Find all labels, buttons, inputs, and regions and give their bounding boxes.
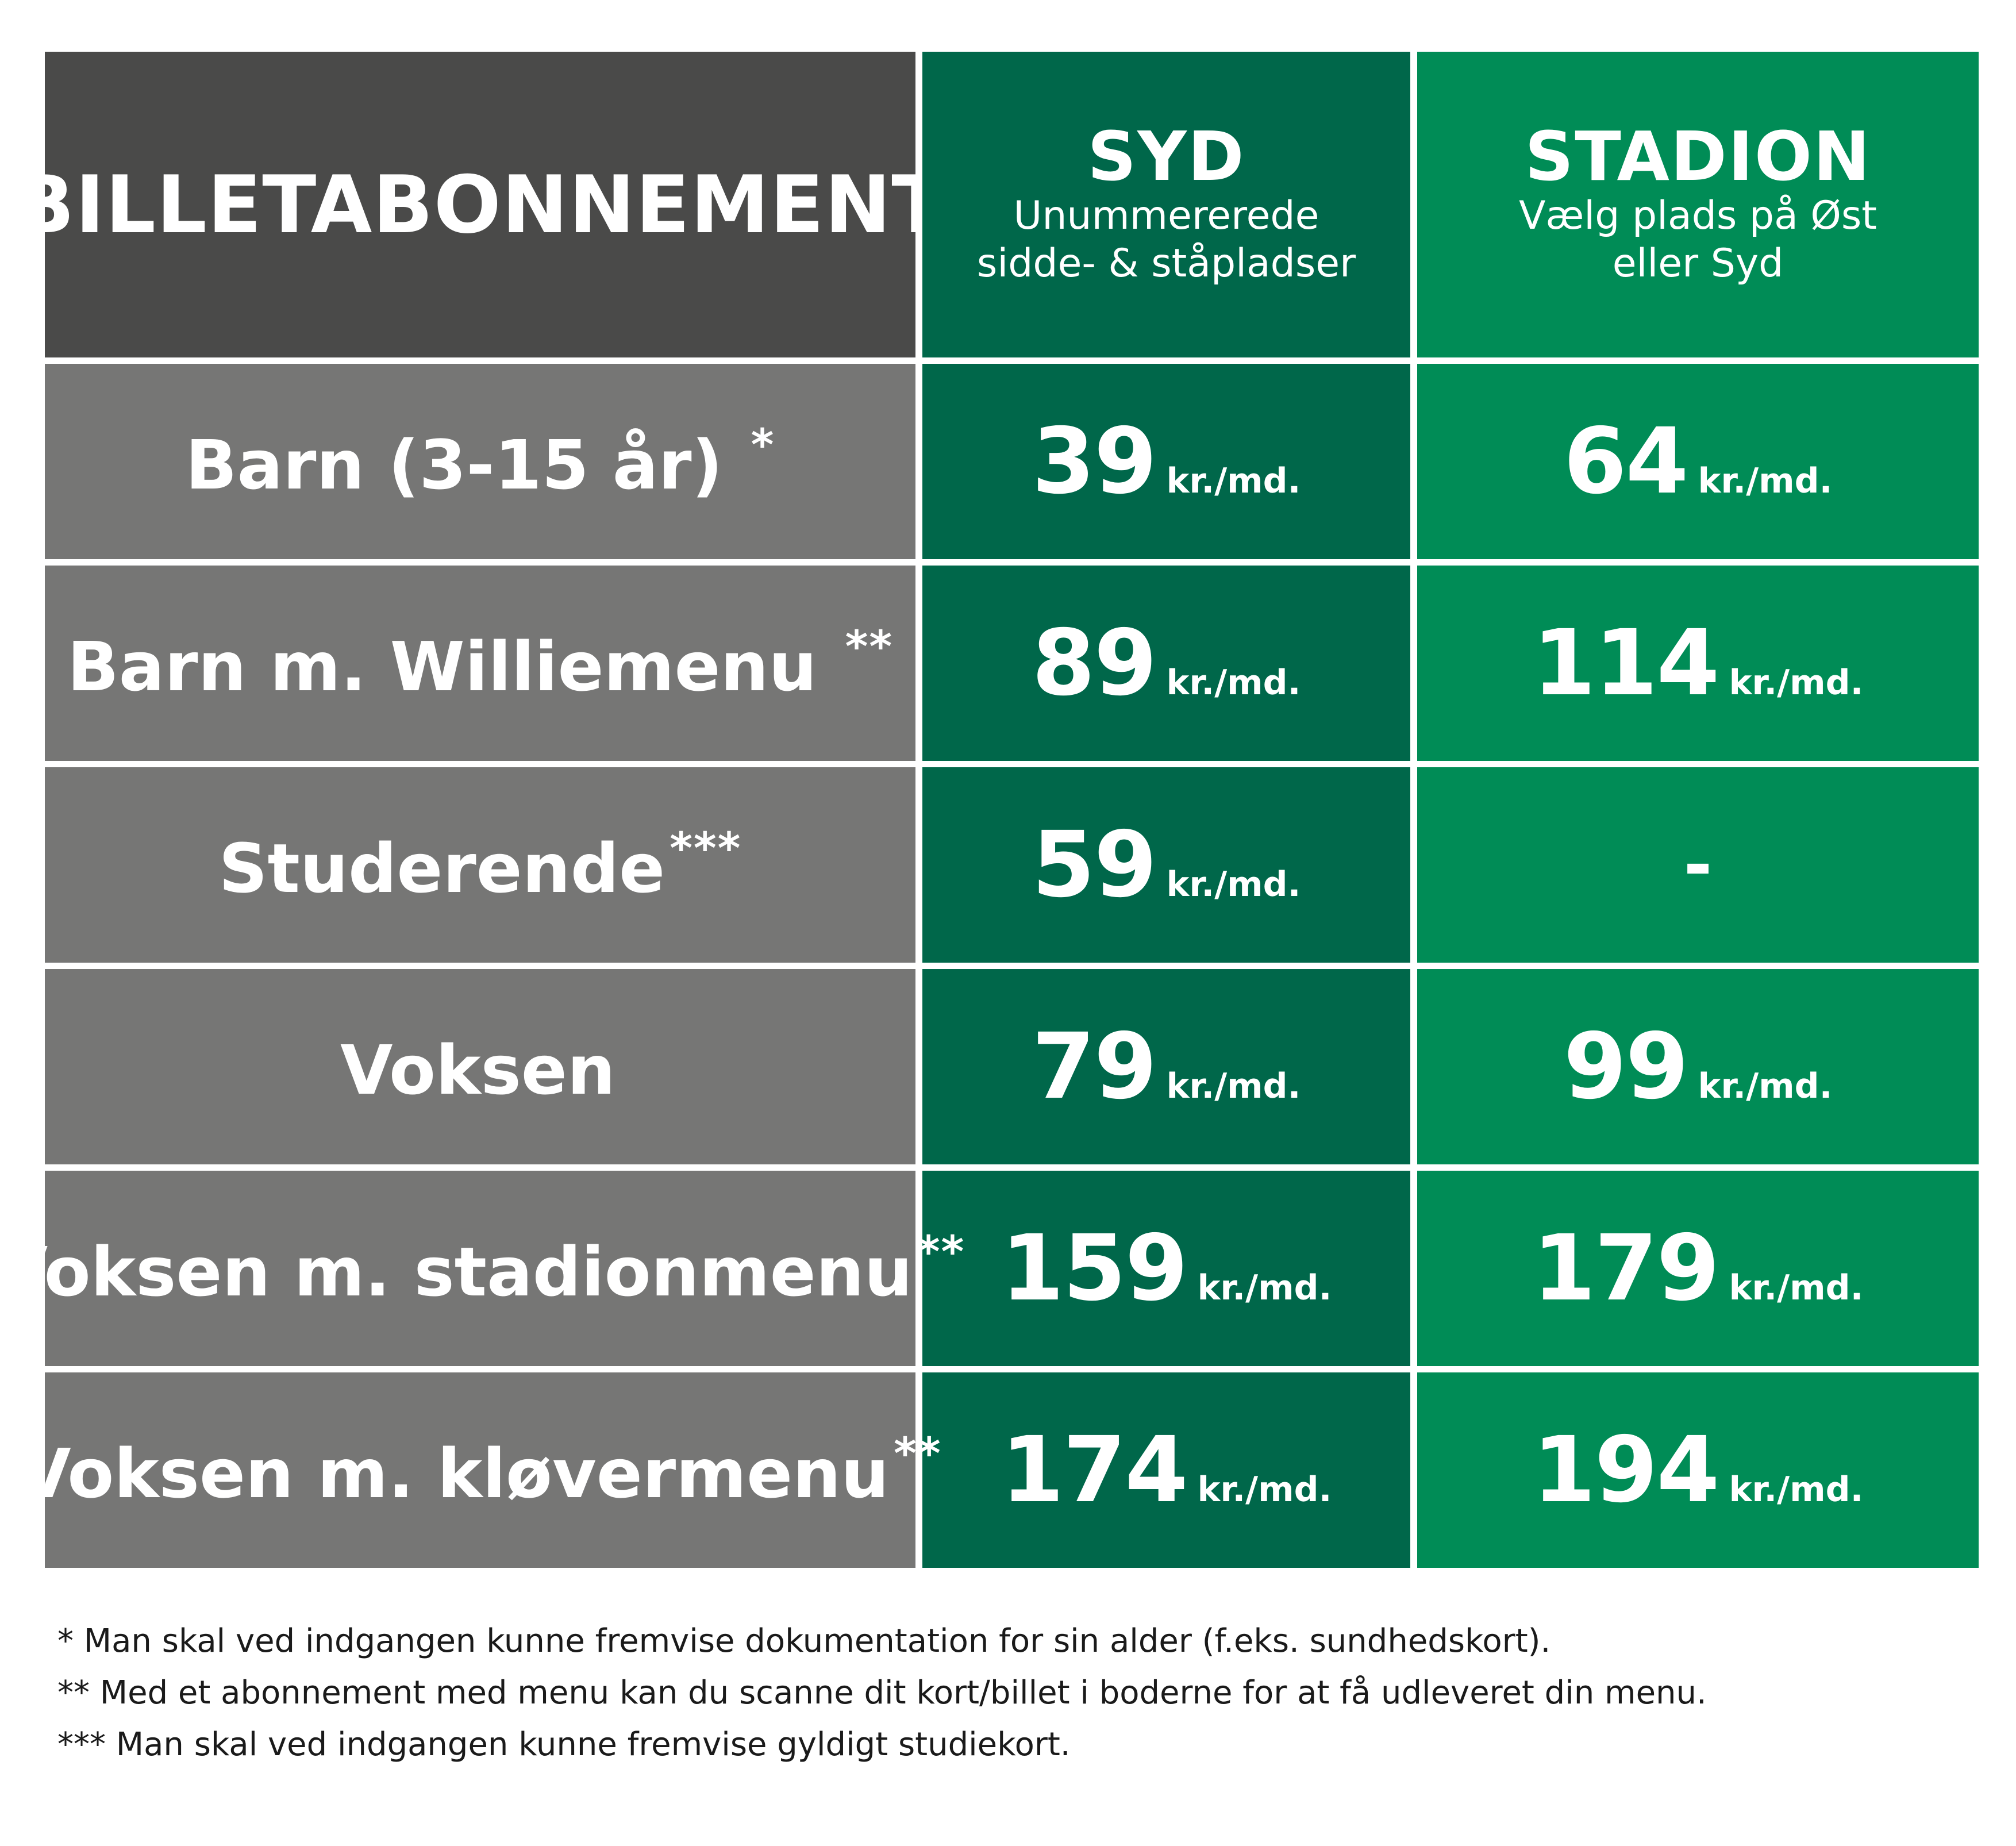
column-sub-syd-1: Unummererede xyxy=(1013,193,1319,239)
price-amount: 89 xyxy=(1032,610,1157,716)
price-cell-stadion: 114 kr./md. xyxy=(1417,566,1979,761)
price-cell-stadion: 194 kr./md. xyxy=(1417,1372,1979,1568)
footnote: * Man skal ved indgangen kunne fremvise … xyxy=(57,1622,1551,1660)
price-unit: kr./md. xyxy=(1729,663,1864,703)
column-sub-stadion-1: Vælg plads på Øst xyxy=(1519,193,1877,239)
column-name-syd: SYD xyxy=(1087,117,1245,197)
price-cell-syd: 59 kr./md. xyxy=(922,767,1410,963)
price-amount: 114 xyxy=(1532,610,1720,716)
column-sub-syd-2: sidde- & ståpladser xyxy=(976,240,1356,286)
price-unit: kr./md. xyxy=(1166,864,1301,905)
price-cell-stadion: - xyxy=(1417,767,1979,963)
row-label: Studerende *** xyxy=(218,822,742,908)
price-unit: kr./md. xyxy=(1166,663,1301,703)
price-amount: 79 xyxy=(1032,1014,1157,1120)
price-cell-syd: 79 kr./md. xyxy=(922,969,1410,1164)
footnote: ** Med et abonnement med menu kan du sca… xyxy=(57,1674,1707,1712)
price-amount: 64 xyxy=(1563,409,1689,514)
row-label-cell: Barn (3-15 år) * xyxy=(45,364,915,559)
column-name-stadion: STADION xyxy=(1525,117,1871,197)
row-label: Voksen m. stadionmenu ** xyxy=(0,1225,965,1312)
row-label: Voksen xyxy=(340,1030,615,1110)
price-cell-stadion: 179 kr./md. xyxy=(1417,1171,1979,1366)
footnote: *** Man skal ved indgangen kunne fremvis… xyxy=(57,1726,1071,1763)
footnote-marker: ** xyxy=(917,1225,965,1277)
row-label: Barn m. Williemenu ** xyxy=(67,620,894,706)
price-cell-syd: 174 kr./md. xyxy=(922,1372,1410,1568)
price-unit: kr./md. xyxy=(1166,1066,1301,1106)
table-title: BILLETABONNEMENT xyxy=(14,158,947,251)
price-amount: 59 xyxy=(1032,812,1157,918)
price-amount: 179 xyxy=(1532,1216,1720,1321)
price-cell-syd: 89 kr./md. xyxy=(922,566,1410,761)
row-label-cell: Studerende *** xyxy=(45,767,915,963)
footnote-marker: *** xyxy=(670,822,742,874)
price-amount: 174 xyxy=(1001,1417,1188,1523)
row-label-cell: Voksen m. stadionmenu ** xyxy=(0,1171,964,1366)
price-cell-stadion: 64 kr./md. xyxy=(1417,364,1979,559)
price-table: BILLETABONNEMENT SYD Unummererede sidde-… xyxy=(0,52,1979,1576)
price-not-available: - xyxy=(1683,825,1713,905)
price-unit: kr./md. xyxy=(1197,1470,1332,1510)
price-unit: kr./md. xyxy=(1166,461,1301,501)
footnote-marker: * xyxy=(751,418,775,470)
row-label-cell: Voksen m. kløvermenu ** xyxy=(18,1372,941,1568)
column-sub-stadion-2: eller Syd xyxy=(1612,240,1784,286)
row-label-cell: Voksen xyxy=(45,969,915,1164)
price-cell-stadion: 99 kr./md. xyxy=(1417,969,1979,1164)
table-title-cell: BILLETABONNEMENT xyxy=(14,52,945,357)
price-cell-syd: 159 kr./md. xyxy=(922,1171,1410,1366)
row-label: Barn (3-15 år) * xyxy=(185,418,775,505)
price-cell-syd: 39 kr./md. xyxy=(922,364,1410,559)
price-unit: kr./md. xyxy=(1729,1470,1864,1510)
footnote-marker: ** xyxy=(845,620,894,672)
column-header-syd: SYD Unummererede sidde- & ståpladser xyxy=(922,52,1410,357)
price-unit: kr./md. xyxy=(1698,1066,1833,1106)
row-label-cell: Barn m. Williemenu ** xyxy=(45,566,915,761)
footnote-marker: ** xyxy=(894,1427,942,1479)
row-label: Voksen m. kløvermenu ** xyxy=(18,1427,942,1513)
price-amount: 39 xyxy=(1032,409,1157,514)
price-unit: kr./md. xyxy=(1729,1268,1864,1308)
column-header-stadion: STADION Vælg plads på Øst eller Syd xyxy=(1417,52,1979,357)
price-amount: 159 xyxy=(1001,1216,1188,1321)
price-amount: 194 xyxy=(1532,1417,1720,1523)
price-unit: kr./md. xyxy=(1197,1268,1332,1308)
price-unit: kr./md. xyxy=(1698,461,1833,501)
footnotes: * Man skal ved indgangen kunne fremvise … xyxy=(57,1625,1954,1780)
price-amount: 99 xyxy=(1563,1014,1689,1120)
